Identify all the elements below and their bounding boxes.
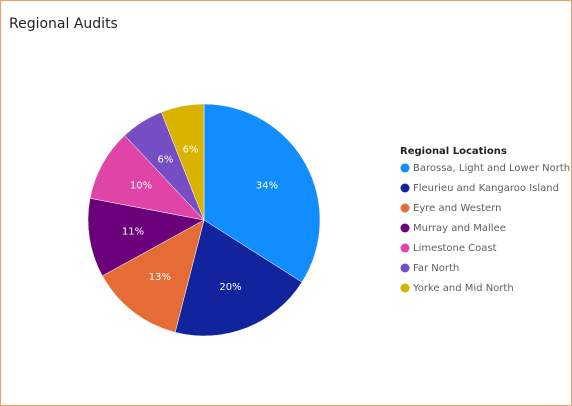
legend-label: Eyre and Western <box>413 203 501 214</box>
legend-marker <box>400 203 410 213</box>
legend-marker <box>400 243 410 253</box>
pie-slice <box>87 197 205 277</box>
data-label: 20% <box>219 282 241 293</box>
legend-label: Murray and Mallee <box>413 223 506 234</box>
legend-label: Limestone Coast <box>413 243 497 254</box>
legend-label: Far North <box>413 263 459 274</box>
pie-slice <box>89 135 205 221</box>
data-label: 10% <box>130 180 152 191</box>
data-label: 6% <box>158 154 174 165</box>
pie-slice <box>160 103 205 221</box>
pie-slice <box>203 103 321 283</box>
data-label: 11% <box>122 226 144 237</box>
legend-label: Barossa, Light and Lower North <box>413 163 570 174</box>
legend-title: Regional Locations <box>400 146 507 157</box>
legend-marker <box>400 283 410 293</box>
pie-slice <box>174 219 303 337</box>
legend-marker <box>400 263 410 273</box>
chart-title: Regional Audits <box>9 16 118 32</box>
legend-marker <box>400 163 410 173</box>
legend-label: Fleurieu and Kangaroo Island <box>413 183 559 194</box>
data-label: 6% <box>183 144 199 155</box>
pie-slice <box>102 219 205 333</box>
legend-marker <box>400 183 410 193</box>
data-label: 13% <box>149 272 171 283</box>
legend-marker <box>400 223 410 233</box>
data-label: 34% <box>256 180 278 191</box>
legend-label: Yorke and Mid North <box>412 283 514 294</box>
